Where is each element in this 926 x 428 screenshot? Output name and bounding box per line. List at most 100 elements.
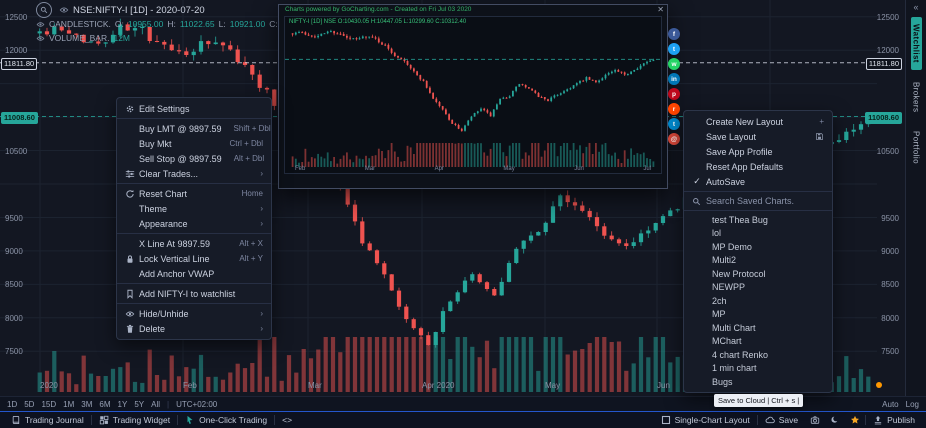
menu-item-appearance[interactable]: Appearance › xyxy=(117,216,271,231)
cloud-icon xyxy=(765,415,775,425)
menu-item-save-app-profile[interactable]: Save App Profile xyxy=(684,144,832,159)
footer-trading-journal[interactable]: Trading Journal xyxy=(4,412,91,428)
saved-chart-item[interactable]: 1 min chart xyxy=(712,363,757,374)
date-tick: May xyxy=(545,381,561,390)
menu-item-x-line-at-9897-59[interactable]: X Line At 9897.59 Alt + X xyxy=(117,236,271,251)
share-email-button[interactable]: @ xyxy=(668,133,680,145)
share-reddit-button[interactable]: r xyxy=(668,103,680,115)
timeframe-1d[interactable]: 1D xyxy=(7,399,18,409)
menu-shortcut: Ctrl + Dbl xyxy=(229,139,263,148)
timeframe-5d[interactable]: 5D xyxy=(24,399,35,409)
save-button[interactable]: Save xyxy=(758,412,805,428)
sidebar-tab-portfolio[interactable]: Portfolio xyxy=(911,131,921,165)
moon-icon xyxy=(830,415,840,425)
share-telegram-button[interactable]: t xyxy=(668,118,680,130)
chart-snapshot-preview: Charts powered by GoCharting.com - Creat… xyxy=(278,4,668,189)
publish-button[interactable]: Publish xyxy=(866,412,922,428)
price-tick: 10500 xyxy=(876,146,899,156)
menu-item-buy-lmt-9897-59[interactable]: Buy LMT @ 9897.59 Shift + Dbl xyxy=(117,121,271,136)
saved-chart-item[interactable]: lol xyxy=(712,228,722,239)
timeframe-6m[interactable]: 6M xyxy=(99,399,111,409)
collapse-sidebar-icon[interactable]: « xyxy=(913,2,919,12)
price-tick: 12500 xyxy=(5,12,28,22)
close-label: C: xyxy=(269,19,278,29)
timeframe-3m[interactable]: 3M xyxy=(81,399,93,409)
eye-icon[interactable] xyxy=(36,34,45,43)
auto-scale-toggle[interactable]: Auto xyxy=(882,399,899,409)
preview-legend: NIFTY-I [1D] NSE O:10430.05 H:10447.05 L… xyxy=(289,19,467,25)
menu-item-delete[interactable]: Delete › xyxy=(117,321,271,336)
share-whatsapp-button[interactable]: w xyxy=(668,58,680,70)
menu-item-lock-vertical-line[interactable]: Lock Vertical Line Alt + Y xyxy=(117,251,271,266)
widget-icon xyxy=(99,415,109,425)
footer-[interactable]: <> xyxy=(275,412,299,428)
saved-chart-item[interactable]: 2ch xyxy=(712,295,727,306)
menu-item-add-nifty-i-to-watchlist[interactable]: Add NIFTY-I to watchlist xyxy=(117,286,271,301)
saved-chart-item[interactable]: Multi2 xyxy=(712,255,737,266)
share-facebook-button[interactable]: f xyxy=(668,28,680,40)
menu-item-reset-app-defaults[interactable]: Reset App Defaults xyxy=(684,159,832,174)
volume-row: VOLUME_BAR. 12M xyxy=(36,31,312,45)
timeframe-15d[interactable]: 15D xyxy=(41,399,57,409)
preview-date-tick: Mar xyxy=(364,166,376,172)
search-icon xyxy=(692,197,701,206)
footer-toolbar: Trading Journal Trading Widget One-Click T… xyxy=(0,411,926,428)
saved-chart-item[interactable]: 4 chart Renko xyxy=(712,349,769,360)
menu-item-label: Appearance xyxy=(139,218,188,229)
saved-chart-item[interactable]: test Thea Bug xyxy=(712,214,768,225)
footer-label: <> xyxy=(282,415,293,425)
menu-item-autosave[interactable]: ✓ AutoSave xyxy=(684,174,832,189)
menu-item-buy-mkt[interactable]: Buy Mkt Ctrl + Dbl xyxy=(117,136,271,151)
menu-item-hide-unhide[interactable]: Hide/Unhide › xyxy=(117,306,271,321)
snapshot-button[interactable] xyxy=(805,412,825,428)
blank-icon: ✓ xyxy=(693,176,701,186)
saved-chart-item[interactable]: MP xyxy=(712,309,726,320)
saved-charts-search[interactable]: Search Saved Charts. xyxy=(684,191,832,211)
saved-chart-item[interactable]: Bugs xyxy=(712,376,733,387)
saved-chart-item[interactable]: NEWPP xyxy=(712,282,746,293)
eye-icon[interactable] xyxy=(59,5,69,15)
sidebar-tab-watchlist[interactable]: Watchlist xyxy=(910,17,922,70)
menu-shortcut: Alt + X xyxy=(239,239,263,248)
menu-item-reset-chart[interactable]: Reset Chart Home xyxy=(117,186,271,201)
saved-chart-item[interactable]: MChart xyxy=(712,336,742,347)
preview-date-axis: Feb Mar Apr May Jun Jul xyxy=(295,166,651,172)
menu-item-add-anchor-vwap[interactable]: Add Anchor VWAP xyxy=(117,266,271,281)
menu-item-label: X Line At 9897.59 xyxy=(139,238,211,249)
single-chart-layout-button[interactable]: Single-Chart Layout xyxy=(654,412,757,428)
log-scale-toggle[interactable]: Log xyxy=(905,399,919,409)
favorite-button[interactable] xyxy=(845,412,865,428)
menu-item-theme[interactable]: Theme › xyxy=(117,201,271,216)
saved-chart-item[interactable]: New Protocol xyxy=(712,268,766,279)
open-value: 10955.00 xyxy=(127,19,164,29)
share-pinterest-button[interactable]: p xyxy=(668,88,680,100)
menu-item-create-new-layout[interactable]: Create New Layout + xyxy=(684,114,832,129)
menu-item-save-layout[interactable]: Save Layout xyxy=(684,129,832,144)
date-tick: Feb xyxy=(183,381,197,390)
footer-trading-widget[interactable]: Trading Widget xyxy=(92,412,177,428)
symbol-search-button[interactable] xyxy=(36,2,52,18)
saved-chart-item[interactable]: MP Demo xyxy=(712,241,752,252)
timeframe-all[interactable]: All xyxy=(151,399,161,409)
timezone-label[interactable]: UTC+02:00 xyxy=(176,399,218,409)
menu-item-clear-trades[interactable]: Clear Trades... › xyxy=(117,166,271,181)
theme-button[interactable] xyxy=(825,412,845,428)
eye-icon[interactable] xyxy=(36,20,45,29)
divider xyxy=(865,415,867,425)
timeframe-1y[interactable]: 1Y xyxy=(117,399,128,409)
footer-one-click-trading[interactable]: One-Click Trading xyxy=(178,412,274,428)
timeframe-5y[interactable]: 5Y xyxy=(134,399,145,409)
share-twitter-button[interactable]: t xyxy=(668,43,680,55)
date-tick: Mar xyxy=(308,381,322,390)
menu-item-edit-settings[interactable]: Edit Settings xyxy=(117,101,271,116)
menu-shortcut: Alt + Dbl xyxy=(233,154,265,163)
timeframe-1m[interactable]: 1M xyxy=(63,399,75,409)
share-linkedin-button[interactable]: in xyxy=(668,73,680,85)
footer-label: Trading Widget xyxy=(112,415,171,425)
sidebar-tab-brokers[interactable]: Brokers xyxy=(911,81,921,113)
close-icon[interactable]: ✕ xyxy=(657,5,664,14)
saved-chart-item[interactable]: Multi Chart xyxy=(712,322,756,333)
menu-item-sell-stop-9897-59[interactable]: Sell Stop @ 9897.59 Alt + Dbl xyxy=(117,151,271,166)
menu-shortcut: Alt + Y xyxy=(239,254,263,263)
preview-candlestick-chart xyxy=(285,17,661,176)
